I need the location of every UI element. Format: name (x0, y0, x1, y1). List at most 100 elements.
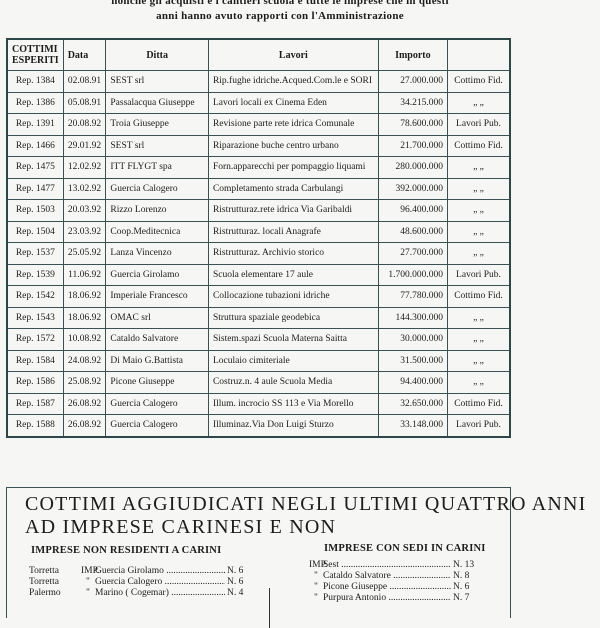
cell-rep: Rep. 1386 (6, 91, 64, 114)
item-name: Cataldo Salvatore (323, 571, 451, 582)
cell-importo: 94.400.000 (377, 371, 448, 394)
cell-importo: 280.000.000 (377, 156, 448, 179)
cell-data: 11.06.92 (62, 263, 107, 286)
cell-ditta: Picone Giuseppe (105, 371, 209, 394)
cell-importo: 31.500.000 (377, 349, 448, 372)
cell-ditta: Cataldo Salvatore (105, 328, 209, 351)
item-name: Purpura Antonio (323, 593, 451, 604)
cottimi-table: COTTIMI ESPERITI Data Ditta Lavori Impor… (6, 38, 511, 438)
cell-rep: Rep. 1542 (6, 285, 64, 308)
list-item: " Cataldo SalvatoreN. 8 (309, 571, 474, 582)
item-mark: IMP. (81, 566, 100, 576)
summary-title-line-1: COTTIMI AGGIUDICATI NEGLI ULTIMI QUATTRO… (25, 493, 587, 515)
table-row: Rep. 1586 25.08.92 Picone Giuseppe Costruz.… (6, 371, 511, 394)
item-mark: " (314, 593, 318, 603)
item-count: N. 6 (453, 582, 470, 592)
item-place: Torretta (29, 566, 59, 576)
intro-line-2: anni hanno avuto rapporti con l'Amminist… (156, 10, 404, 22)
item-mark: " (314, 582, 318, 592)
cell-rep: Rep. 1477 (6, 177, 64, 200)
list-item: " Purpura AntonioN. 7 (309, 593, 474, 604)
cell-rep: Rep. 1504 (6, 220, 64, 243)
table-row: Rep. 1391 20.08.92 Troia Giuseppe Revisione… (6, 113, 511, 136)
column-divider (269, 588, 270, 628)
table-row: Rep. 1477 13.02.92 Guercia Calogero Complet… (6, 177, 511, 200)
cell-ditta: SEST srl (105, 134, 209, 157)
cell-importo: 30.000.000 (377, 328, 448, 351)
cell-tipo: „ „ (446, 156, 511, 179)
cell-lavori: Ristrutturaz. locali Anagrafe (207, 220, 379, 243)
cell-tipo: „ „ (446, 177, 511, 200)
item-name: Picone Giuseppe (323, 582, 451, 593)
item-name: Guercia Girolamo (95, 566, 225, 577)
cell-ditta: ITT FLYGT spa (105, 156, 209, 179)
item-mark: IMP. (309, 560, 328, 570)
col-importo: Importo (377, 38, 448, 71)
cell-importo: 34.215.000 (377, 91, 448, 114)
cell-ditta: Imperiale Francesco (105, 285, 209, 308)
list-item: Torretta IMP.Guercia GirolamoN. 6 (29, 566, 243, 577)
cell-importo: 48.600.000 (377, 220, 448, 243)
list-item: Palermo " Marino ( Cogemar)N. 4 (29, 588, 243, 599)
cell-lavori: Riparazione buche centro urbano (207, 134, 379, 157)
cell-data: 25.05.92 (62, 242, 107, 265)
cell-lavori: Ristrutturaz. Archivio storico (207, 242, 379, 265)
cell-importo: 1.700.000.000 (377, 263, 448, 286)
cell-tipo: Cottimo Fid. (446, 134, 511, 157)
col-cottimi: COTTIMI ESPERITI (6, 38, 64, 71)
cell-lavori: Forn.apparecchi per pompaggio liquami (207, 156, 379, 179)
non-residenti-heading: IMPRESE NON RESIDENTI A CARINI (31, 545, 222, 556)
cell-data: 12.02.92 (62, 156, 107, 179)
cell-data: 24.08.92 (62, 349, 107, 372)
cell-tipo: Lavori Pub. (446, 414, 511, 437)
cell-tipo: „ „ (446, 349, 511, 372)
item-name: Sest (323, 560, 451, 571)
list-item: Torretta " Guercia CalogeroN. 6 (29, 577, 243, 588)
cell-importo: 77.780.000 (377, 285, 448, 308)
cell-data: 05.08.91 (62, 91, 107, 114)
table-row: Rep. 1386 05.08.91 Passalacqua Giuseppe Lav… (6, 91, 511, 114)
cell-data: 25.08.92 (62, 371, 107, 394)
table-row: Rep. 1542 18.06.92 Imperiale Francesco Coll… (6, 285, 511, 308)
item-name: Marino ( Cogemar) (95, 588, 225, 599)
cell-rep: Rep. 1586 (6, 371, 64, 394)
table-row: Rep. 1537 25.05.92 Lanza Vincenzo Ristruttu… (6, 242, 511, 265)
cell-tipo: Cottimo Fid. (446, 70, 511, 93)
cell-importo: 33.148.000 (377, 414, 448, 437)
item-count: N. 7 (453, 593, 470, 603)
cell-ditta: Guercia Girolamo (105, 263, 209, 286)
cell-tipo: Cottimo Fid. (446, 392, 511, 415)
intro-line-1: nonché gli acquisti e i cantieri scuola … (111, 0, 449, 7)
table-row: Rep. 1587 26.08.92 Guercia Calogero Illum. … (6, 392, 511, 415)
cell-data: 29.01.92 (62, 134, 107, 157)
item-name: Guercia Calogero (95, 577, 225, 588)
cell-ditta: Troia Giuseppe (105, 113, 209, 136)
cell-data: 26.08.92 (62, 414, 107, 437)
cell-lavori: Ristrutturaz.rete idrica Via Garibaldi (207, 199, 379, 222)
summary-box: COTTIMI AGGIUDICATI NEGLI ULTIMI QUATTRO… (6, 487, 585, 628)
cell-data: 20.03.92 (62, 199, 107, 222)
col-tipo (446, 38, 511, 71)
cell-ditta: Guercia Calogero (105, 392, 209, 415)
table-row: Rep. 1539 11.06.92 Guercia Girolamo Scuola … (6, 263, 511, 286)
cell-ditta: Di Maio G.Battista (105, 349, 209, 372)
item-place: Palermo (29, 588, 61, 598)
cell-data: 18.06.92 (62, 285, 107, 308)
cell-importo: 392.000.000 (377, 177, 448, 200)
list-item: " Picone GiuseppeN. 6 (309, 582, 474, 593)
cell-rep: Rep. 1539 (6, 263, 64, 286)
cell-rep: Rep. 1587 (6, 392, 64, 415)
cell-lavori: Illum. incrocio SS 113 e Via Morello (207, 392, 379, 415)
sedi-carini-list: IMP.SestN. 13"Cataldo SalvatoreN. 8"Pico… (309, 560, 474, 604)
summary-title-line-2: AD IMPRESE CARINESI E NON (25, 516, 337, 538)
cell-rep: Rep. 1466 (6, 134, 64, 157)
cell-lavori: Loculaio cimiteriale (207, 349, 379, 372)
cell-ditta: Guercia Calogero (105, 414, 209, 437)
item-count: N. 6 (227, 577, 244, 587)
sedi-carini-heading: IMPRESE CON SEDI IN CARINI (324, 543, 486, 554)
table-row: Rep. 1584 24.08.92 Di Maio G.Battista Locul… (6, 349, 511, 372)
cell-data: 10.08.92 (62, 328, 107, 351)
cell-rep: Rep. 1475 (6, 156, 64, 179)
cell-lavori: Lavori locali ex Cinema Eden (207, 91, 379, 114)
cell-data: 18.06.92 (62, 306, 107, 329)
